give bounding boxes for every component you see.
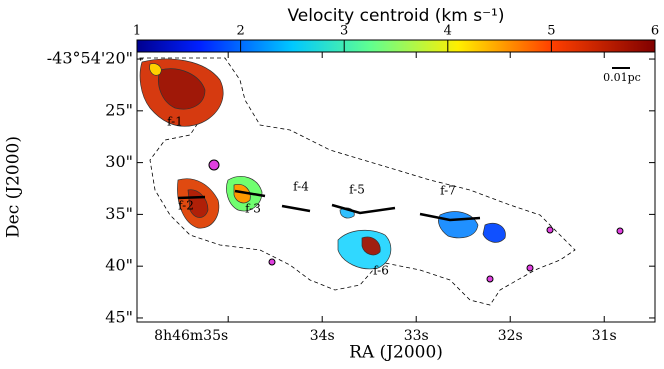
y-tick-label: 35" [105, 204, 133, 223]
filament-label: f-1 [167, 115, 183, 129]
colorbar-tick-label: 3 [340, 24, 348, 39]
filament-label: f-5 [349, 183, 365, 197]
colorbar-title: Velocity centroid (km s⁻¹) [288, 6, 505, 26]
y-tick-label: 40" [105, 256, 133, 275]
filament-label: f-4 [293, 180, 309, 194]
y-tick-label: 45" [105, 307, 133, 326]
source [616, 227, 624, 235]
filament-label: f-7 [440, 184, 456, 198]
x-tick-label: 34s [310, 328, 335, 344]
filament-label: f-2 [178, 199, 194, 213]
y-tick-label: 30" [105, 152, 133, 171]
colorbar [136, 39, 656, 53]
velocity-map [139, 58, 506, 270]
source [268, 258, 276, 266]
source [526, 264, 534, 272]
source [486, 275, 494, 283]
filaments [177, 189, 481, 222]
colorbar-tick-label: 5 [547, 24, 555, 39]
x-tick-label: 31s [592, 328, 617, 344]
x-axis-label: RA (J2000) [349, 343, 443, 363]
colorbar-tick-label: 6 [651, 24, 659, 39]
colorbar-tick-label: 2 [236, 24, 244, 39]
scale-bar-label: 0.01pc [603, 71, 641, 84]
mask-outline [139, 57, 576, 306]
filament-label: f-6 [373, 264, 389, 278]
colorbar-tick-label: 1 [133, 24, 141, 39]
x-tick-label: 33s [404, 328, 429, 344]
colorbar-tick-label: 4 [444, 24, 452, 39]
y-tick-label: 25" [105, 100, 133, 119]
x-tick-label: 8h46m35s [154, 328, 228, 344]
y-tick-label: -43°54'20" [47, 49, 133, 68]
x-tick-label: 32s [498, 328, 523, 344]
source [546, 226, 554, 234]
source [208, 159, 220, 171]
y-axis-label: Dec (J2000) [4, 136, 24, 238]
filament-label: f-3 [245, 202, 261, 216]
